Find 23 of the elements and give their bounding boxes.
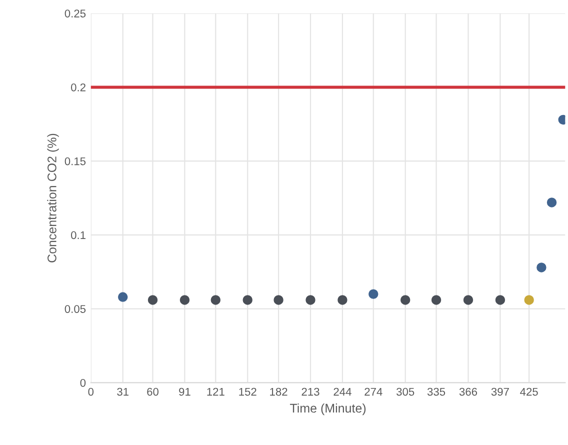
x-tick-label: 31 <box>117 388 128 396</box>
x-tick-label: 0 <box>88 388 94 396</box>
x-tick-label: 274 <box>364 388 382 396</box>
x-axis-title: Time (Minute) <box>290 403 366 416</box>
y-tick-label: 0.1 <box>71 231 86 240</box>
y-tick-label: 0.15 <box>64 157 86 166</box>
y-tick-label: 0.05 <box>64 305 86 313</box>
x-tick-label: 425 <box>520 388 538 396</box>
y-axis-title: Concentration CO2 (%) <box>47 134 59 262</box>
y-tick-label: 0.25 <box>64 10 86 18</box>
x-tick-label: 213 <box>302 388 320 396</box>
x-tick-label: 397 <box>491 388 509 396</box>
x-tick-label: 152 <box>239 388 256 396</box>
y-tick-label: 0 <box>80 378 86 387</box>
y-tick-label: 0.2 <box>71 83 86 92</box>
x-tick-label: 244 <box>334 388 352 396</box>
x-tick-label: 60 <box>147 388 158 396</box>
x-tick-label: 305 <box>396 388 414 396</box>
x-tick-label: 182 <box>270 388 288 396</box>
x-tick-label: 91 <box>179 388 190 396</box>
x-tick-label: 335 <box>427 388 446 396</box>
x-tick-label: 366 <box>459 388 478 396</box>
x-tick-label: 121 <box>207 388 224 396</box>
